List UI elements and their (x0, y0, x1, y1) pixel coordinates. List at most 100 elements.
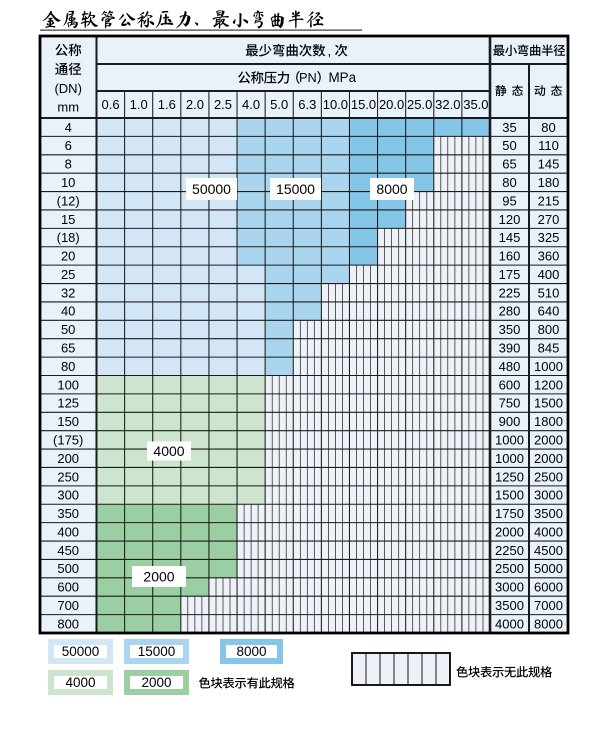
svg-text:35.0: 35.0 (463, 97, 488, 112)
svg-text:640: 640 (538, 304, 560, 319)
svg-text:300: 300 (57, 488, 79, 503)
svg-text:50000: 50000 (192, 181, 231, 197)
svg-text:600: 600 (499, 377, 521, 392)
svg-text:1.0: 1.0 (130, 97, 148, 112)
svg-text:215: 215 (538, 193, 560, 208)
svg-text:8000: 8000 (376, 181, 407, 197)
svg-text:50: 50 (61, 322, 75, 337)
svg-text:mm: mm (57, 100, 79, 115)
svg-text:1200: 1200 (534, 377, 563, 392)
svg-text:160: 160 (499, 249, 521, 264)
svg-text:2000: 2000 (141, 675, 171, 690)
svg-text:2000: 2000 (534, 433, 563, 448)
svg-text:1250: 1250 (495, 469, 524, 484)
svg-text:845: 845 (538, 341, 560, 356)
svg-text:1750: 1750 (495, 506, 524, 521)
svg-text:700: 700 (57, 598, 79, 613)
svg-text:2000: 2000 (143, 568, 174, 584)
svg-text:80: 80 (502, 175, 516, 190)
svg-text:2.0: 2.0 (186, 97, 204, 112)
svg-text:4000: 4000 (65, 675, 95, 690)
svg-text:110: 110 (538, 138, 559, 153)
svg-text:450: 450 (57, 543, 79, 558)
svg-text:6000: 6000 (534, 580, 563, 595)
svg-text:270: 270 (538, 212, 560, 227)
svg-text:1.6: 1.6 (158, 97, 176, 112)
svg-text:145: 145 (499, 230, 521, 245)
svg-text:3500: 3500 (495, 598, 524, 613)
svg-text:20.0: 20.0 (379, 97, 404, 112)
svg-text:10.0: 10.0 (323, 97, 348, 112)
svg-text:480: 480 (499, 359, 521, 374)
svg-text:(12): (12) (57, 193, 80, 208)
svg-text:400: 400 (538, 267, 560, 282)
svg-text:7000: 7000 (534, 598, 563, 613)
svg-text:8: 8 (65, 157, 72, 172)
svg-text:2500: 2500 (534, 469, 563, 484)
svg-text:390: 390 (499, 341, 521, 356)
svg-text:(175): (175) (53, 433, 83, 448)
svg-text:750: 750 (499, 396, 521, 411)
svg-text:4000: 4000 (153, 443, 184, 459)
svg-text:32: 32 (61, 285, 75, 300)
svg-text:40: 40 (61, 304, 75, 319)
svg-text:600: 600 (57, 580, 79, 595)
svg-text:15000: 15000 (276, 181, 315, 197)
svg-text:3000: 3000 (534, 488, 563, 503)
svg-text:2500: 2500 (495, 561, 524, 576)
svg-text:280: 280 (499, 304, 521, 319)
svg-text:100: 100 (57, 377, 79, 392)
svg-text:(18): (18) (57, 230, 80, 245)
svg-text:4500: 4500 (534, 543, 563, 558)
svg-text:325: 325 (538, 230, 560, 245)
svg-text:125: 125 (57, 396, 79, 411)
svg-text:10: 10 (61, 175, 75, 190)
svg-text:0.6: 0.6 (102, 97, 120, 112)
svg-text:MPa: MPa (329, 70, 357, 85)
svg-text:32.0: 32.0 (435, 97, 460, 112)
svg-text:8000: 8000 (534, 616, 563, 631)
svg-text:,: , (328, 43, 332, 58)
svg-text:2000: 2000 (534, 451, 563, 466)
svg-text:65: 65 (502, 157, 516, 172)
svg-text:800: 800 (57, 616, 79, 631)
svg-text:65: 65 (61, 341, 75, 356)
svg-text:PN: PN (299, 70, 317, 85)
svg-text:1000: 1000 (495, 433, 524, 448)
svg-text:6: 6 (65, 138, 72, 153)
svg-text:50000: 50000 (62, 644, 100, 659)
svg-text:6.3: 6.3 (298, 97, 316, 112)
svg-text:2.5: 2.5 (214, 97, 232, 112)
svg-text:350: 350 (499, 322, 521, 337)
svg-text:225: 225 (499, 285, 521, 300)
svg-text:25.0: 25.0 (407, 97, 432, 112)
svg-text:15000: 15000 (138, 644, 176, 659)
svg-text:500: 500 (57, 561, 79, 576)
svg-text:150: 150 (57, 414, 79, 429)
svg-text:400: 400 (57, 524, 79, 539)
svg-text:120: 120 (499, 212, 521, 227)
svg-text:15.0: 15.0 (351, 97, 376, 112)
svg-text:1000: 1000 (534, 359, 563, 374)
svg-text:4000: 4000 (534, 524, 563, 539)
svg-text:1000: 1000 (495, 451, 524, 466)
svg-text:1800: 1800 (534, 414, 563, 429)
svg-text:5.0: 5.0 (270, 97, 288, 112)
svg-text:50: 50 (502, 138, 516, 153)
svg-text:5000: 5000 (534, 561, 563, 576)
svg-text:200: 200 (57, 451, 79, 466)
svg-text:900: 900 (499, 414, 521, 429)
svg-text:145: 145 (538, 157, 560, 172)
svg-text:3500: 3500 (534, 506, 563, 521)
svg-text:35: 35 (502, 120, 516, 135)
svg-text:175: 175 (499, 267, 521, 282)
svg-text:510: 510 (538, 285, 560, 300)
svg-text:(DN): (DN) (54, 81, 81, 96)
svg-text:4.0: 4.0 (242, 97, 260, 112)
svg-text:2000: 2000 (495, 524, 524, 539)
svg-text:95: 95 (502, 193, 516, 208)
svg-text:4000: 4000 (495, 616, 524, 631)
svg-text:25: 25 (61, 267, 75, 282)
svg-text:15: 15 (61, 212, 75, 227)
svg-text:800: 800 (538, 322, 560, 337)
